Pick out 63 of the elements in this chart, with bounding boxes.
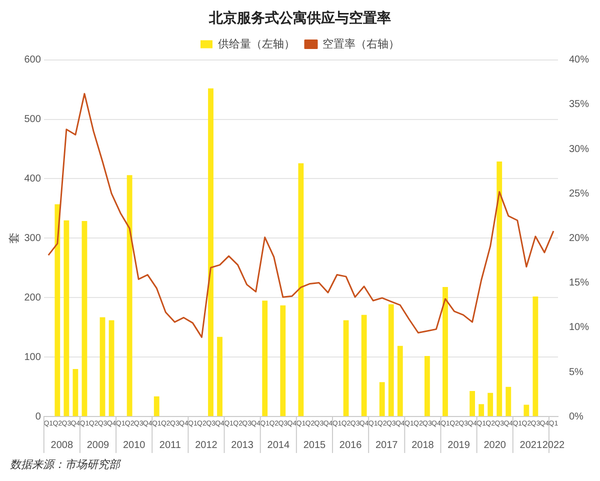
bar — [478, 404, 484, 416]
bar — [126, 175, 132, 416]
y-tick-label: 500 — [24, 114, 42, 126]
bar — [424, 356, 430, 416]
text: 2014 — [267, 440, 290, 451]
y2-tick-label: 30% — [568, 144, 590, 155]
y2-tick-label: 25% — [568, 188, 590, 200]
bar — [82, 220, 88, 416]
text: 2017 — [375, 440, 398, 451]
y2-tick-label: 35% — [568, 99, 590, 110]
bar — [532, 296, 538, 416]
y-tick-label: 600 — [24, 54, 42, 66]
bar — [108, 320, 114, 416]
y2-tick-label: 40% — [568, 54, 590, 66]
text: 2015 — [303, 440, 326, 451]
y-tick-label: 300 — [24, 232, 42, 244]
bar — [388, 304, 394, 416]
y2-tick-label: 15% — [568, 278, 590, 289]
bar — [442, 286, 448, 416]
text: 2019 — [448, 440, 470, 451]
bar — [496, 161, 502, 416]
text: 2020 — [484, 440, 506, 451]
y-tick-label: 0 — [35, 411, 42, 422]
y-tick-label: 400 — [24, 173, 42, 184]
text: 2011 — [159, 440, 182, 451]
text: 2012 — [195, 440, 218, 451]
bar — [100, 317, 106, 416]
bar — [72, 369, 78, 416]
bar — [262, 300, 268, 416]
bar — [217, 336, 222, 416]
text: 2009 — [86, 440, 110, 451]
text: 2022 — [542, 440, 566, 451]
bar — [506, 386, 512, 416]
bar — [488, 392, 494, 416]
source-note: 数据来源：市场研究部 — [10, 458, 122, 472]
y2-tick-label: 10% — [568, 322, 590, 334]
bar — [397, 346, 403, 416]
legend-label: 供给量（左轴） — [218, 37, 295, 50]
bar — [54, 204, 60, 416]
bar — [379, 382, 385, 416]
text: 2021 — [520, 440, 542, 451]
y2-tick-label: 20% — [568, 232, 590, 244]
y2-tick-label: 5% — [568, 366, 584, 378]
legend-label: 空置率（右轴） — [322, 37, 400, 50]
text: 2016 — [339, 440, 362, 451]
bar — [343, 320, 349, 416]
y2-tick-label: 0% — [568, 411, 584, 422]
bar — [470, 391, 476, 416]
bar — [208, 88, 214, 416]
text: 2010 — [122, 440, 146, 451]
y-tick-label: 100 — [24, 352, 42, 363]
text: 2013 — [231, 440, 254, 451]
text: 2008 — [50, 440, 74, 451]
bar — [298, 163, 304, 416]
text: 2018 — [412, 440, 434, 451]
bar — [524, 404, 530, 416]
y-axis-title: 套 — [8, 232, 21, 244]
bar — [64, 220, 70, 416]
y-tick-label: 200 — [24, 292, 42, 304]
bar — [361, 314, 367, 416]
bar — [154, 396, 160, 416]
bar — [280, 305, 286, 416]
chart-title: 北京服务式公寓供应与空置率 — [208, 9, 391, 26]
